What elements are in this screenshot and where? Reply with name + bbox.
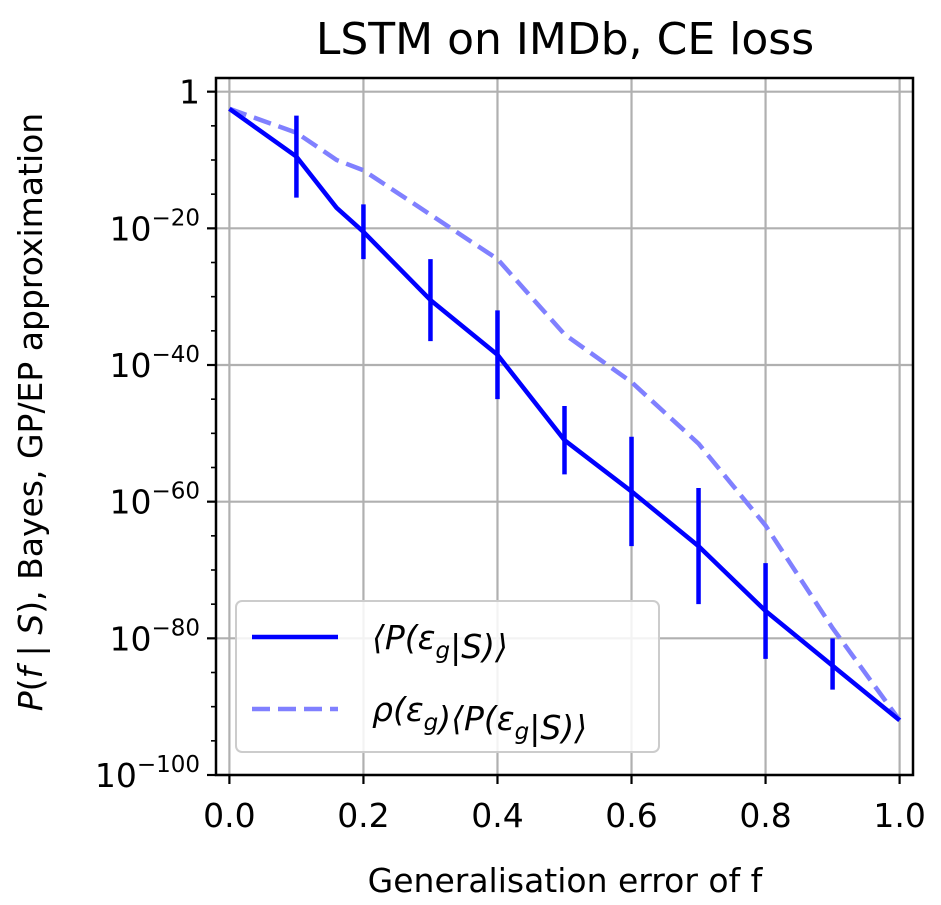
- legend-text-part: )⟨P(ε: [435, 699, 514, 738]
- y-tick-base: 1: [179, 73, 200, 112]
- x-tick-label: 0.6: [605, 796, 657, 835]
- x-tick-label: 0.8: [739, 796, 791, 835]
- series: [228, 106, 902, 723]
- legend-text-part: ⟨P(ε: [372, 618, 436, 657]
- legend-text-part: ρ(ε: [372, 690, 424, 729]
- legend-text-part: |S)⟩: [529, 708, 587, 747]
- y-tick-exponent: −100: [137, 752, 200, 778]
- series-mean-line: [228, 106, 902, 723]
- legend-subscript: g: [424, 710, 439, 736]
- chart-title: LSTM on IMDb, CE loss: [316, 14, 814, 65]
- legend-box: [235, 600, 660, 753]
- x-tick-label: 0.4: [471, 796, 523, 835]
- legend: ⟨P(εg|S)⟩ρ(εg)⟨P(εg|S)⟩: [235, 600, 660, 753]
- legend-entry-label: ⟨P(εg|S)⟩: [372, 618, 508, 666]
- y-tick-label: 10−20: [109, 205, 200, 248]
- x-axis-label: Generalisation error of f: [368, 861, 764, 900]
- legend-entry-label: ρ(εg)⟨P(εg|S)⟩: [372, 690, 587, 747]
- series-weighted-line: [228, 106, 902, 722]
- y-tick-base: 10: [109, 209, 151, 248]
- y-tick-exponent: −20: [151, 205, 200, 231]
- y-tick-base: 10: [109, 483, 151, 522]
- x-tick-label: 0.2: [337, 796, 389, 835]
- legend-subscript: g: [515, 719, 530, 745]
- y-tick-base: 10: [109, 346, 151, 385]
- legend-text-part: |S)⟩: [450, 627, 508, 666]
- y-tick-base: 10: [109, 619, 151, 658]
- y-tick-label: 10−100: [95, 752, 200, 795]
- legend-subscript: g: [436, 638, 451, 664]
- y-axis-label: P(f | S), Bayes, GP/EP approximation: [11, 113, 50, 711]
- axes-frame: [214, 76, 915, 777]
- x-tick-label: 1.0: [873, 796, 925, 835]
- y-tick-label: 10−80: [109, 615, 200, 658]
- x-tick-label: 0.0: [203, 796, 255, 835]
- y-tick-label: 10−60: [109, 479, 200, 522]
- y-tick-label: 10−40: [109, 342, 200, 385]
- y-tick-exponent: −40: [151, 342, 200, 368]
- y-tick-exponent: −60: [151, 479, 200, 505]
- y-tick-label: 1: [179, 73, 200, 112]
- ticks: 0.0 0.2 0.4 0.6 0.8 1.0110−2010−4010−6010−801…: [95, 73, 926, 835]
- y-tick-base: 10: [95, 756, 137, 795]
- y-tick-exponent: −80: [151, 615, 200, 641]
